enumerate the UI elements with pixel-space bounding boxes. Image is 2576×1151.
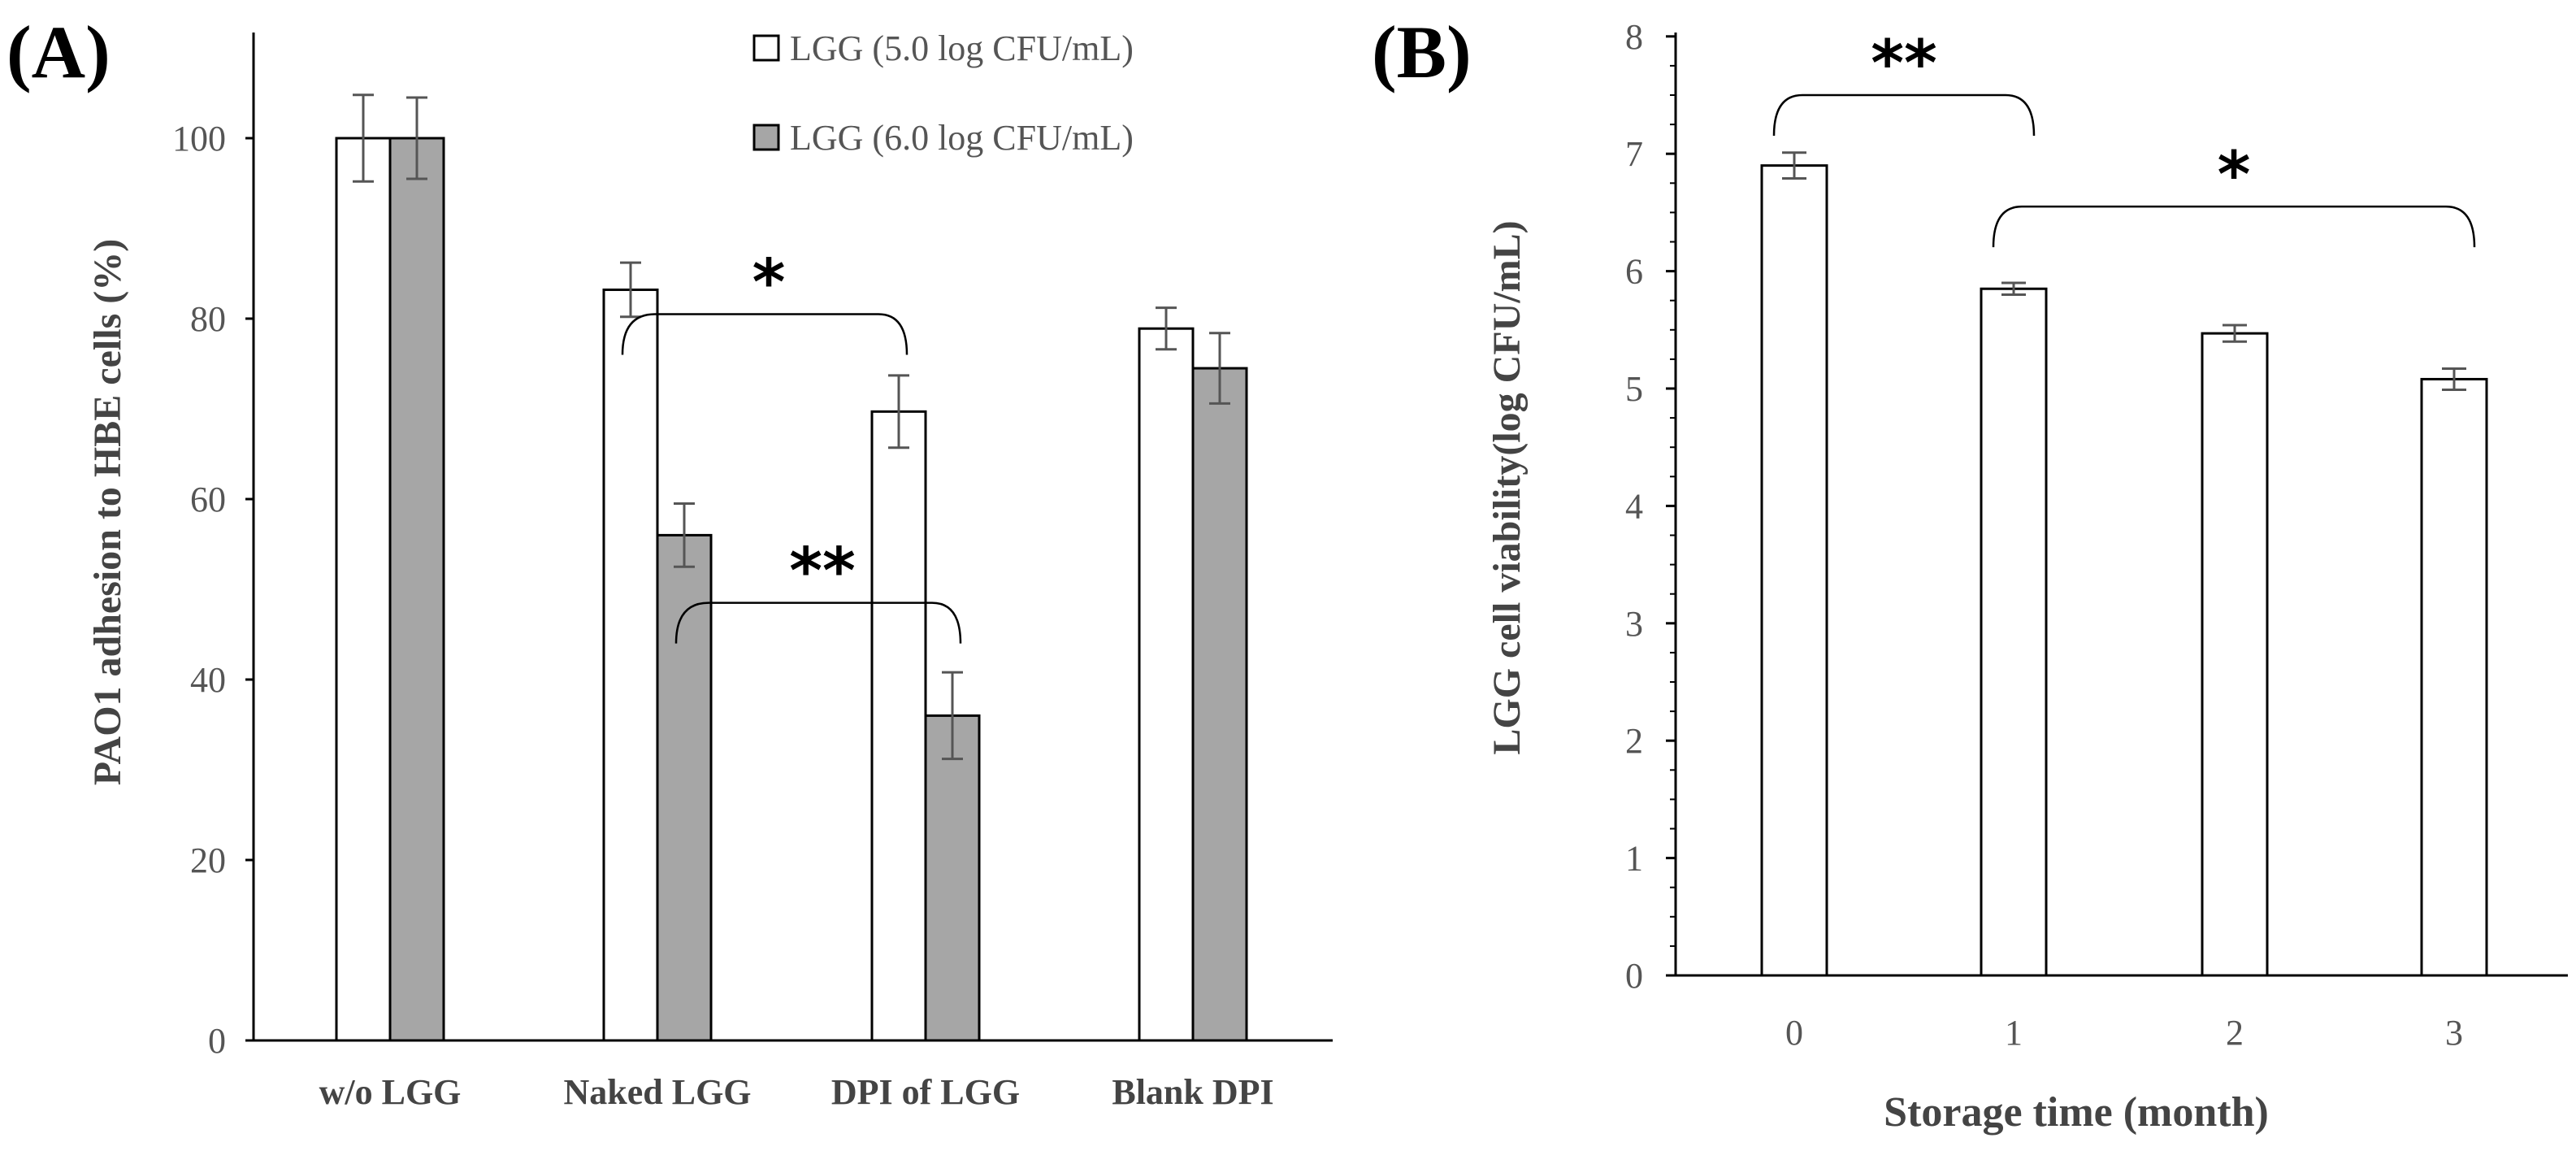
error-bar-month-1 xyxy=(2001,281,2026,296)
error-bar-5log-0 xyxy=(353,93,374,183)
error-bar-5log-1 xyxy=(620,261,641,319)
significance-bracket xyxy=(621,313,909,355)
category-label: w/o LGG xyxy=(319,1072,462,1112)
y-tick-label: 6 xyxy=(1625,252,1643,292)
y-tick-label: 0 xyxy=(208,1021,226,1061)
panel-a-chart: (A) PAO1 adhesion to HBE cells (%) 0 20 40… xyxy=(7,11,1333,1112)
error-bar-6log-3 xyxy=(1209,332,1230,405)
panel-a-significance: *** xyxy=(621,246,962,644)
bar-month-2 xyxy=(2201,332,2269,977)
panel-b-y-axis-label: LGG cell viability(log CFU/mL) xyxy=(1485,220,1529,754)
legend-label-6log: LGG (6.0 log CFU/mL) xyxy=(790,118,1134,158)
category-label: Blank DPI xyxy=(1112,1072,1273,1112)
panel-b-y-ticks: 0 1 2 3 4 5 6 7 8 xyxy=(1625,17,1676,996)
category-label: 3 xyxy=(2445,1013,2463,1053)
bar-5log-1 xyxy=(602,288,659,1042)
panel-b-category-labels: 0 1 2 3 xyxy=(1785,1013,2463,1053)
significance-bracket xyxy=(1772,93,2036,137)
bar-5log-3 xyxy=(1138,327,1195,1042)
significance-marker: * xyxy=(2218,139,2251,212)
y-tick-label: 8 xyxy=(1625,17,1643,57)
category-label: Naked LGG xyxy=(563,1072,751,1112)
bar-6log-1 xyxy=(656,533,713,1042)
panel-b-chart: (B) LGG cell viability(log CFU/mL) 0 1 2 3 4… xyxy=(1372,11,2568,1136)
y-tick-label: 5 xyxy=(1625,369,1643,409)
y-tick-label: 1 xyxy=(1625,839,1643,879)
error-bar-month-3 xyxy=(2442,367,2466,391)
panel-a-y-ticks: 0 20 40 60 80 100 xyxy=(172,119,254,1061)
y-tick-label: 4 xyxy=(1625,486,1643,526)
significance-marker: ** xyxy=(789,536,856,609)
error-bar-6log-2 xyxy=(942,671,963,761)
panel-a-error-bars xyxy=(353,93,1230,761)
bar-6log-3 xyxy=(1191,367,1248,1042)
bar-month-3 xyxy=(2420,377,2488,977)
error-bar-month-0 xyxy=(1782,151,1806,180)
bar-5log-0 xyxy=(335,137,392,1042)
y-tick-label: 7 xyxy=(1625,134,1643,174)
y-tick-label: 3 xyxy=(1625,604,1643,644)
panel-b-label: (B) xyxy=(1372,11,1472,93)
y-tick-label: 80 xyxy=(190,299,226,339)
significance-bracket xyxy=(1992,205,2476,248)
panel-a-category-labels: w/o LGG Naked LGG DPI of LGG Blank DPI xyxy=(319,1072,1274,1112)
error-bar-5log-3 xyxy=(1156,306,1177,351)
legend-swatch-5log xyxy=(752,34,780,62)
category-label: DPI of LGG xyxy=(831,1072,1020,1112)
bar-5log-2 xyxy=(870,410,927,1042)
category-label: 2 xyxy=(2226,1013,2244,1053)
error-bar-month-2 xyxy=(2223,324,2247,343)
error-bar-6log-1 xyxy=(674,502,695,568)
bar-month-1 xyxy=(1980,287,2048,977)
panel-a-label: (A) xyxy=(7,11,111,93)
panel-b-significance: *** xyxy=(1772,28,2476,248)
significance-marker: ** xyxy=(1871,28,1937,101)
panel-a-legend: LGG (5.0 log CFU/mL) LGG (6.0 log CFU/mL… xyxy=(752,28,1134,158)
bar-6log-0 xyxy=(388,137,445,1042)
bar-6log-2 xyxy=(924,714,981,1042)
y-tick-label: 2 xyxy=(1625,721,1643,761)
bar-month-0 xyxy=(1760,164,1828,977)
y-tick-label: 20 xyxy=(190,840,226,880)
significance-marker: * xyxy=(752,246,786,319)
panel-b-bars xyxy=(1760,164,2488,977)
legend-swatch-6log xyxy=(752,124,780,151)
panel-a-bars xyxy=(335,137,1248,1042)
y-tick-label: 100 xyxy=(172,119,226,159)
panel-a-y-axis-label: PAO1 adhesion to HBE cells (%) xyxy=(86,239,129,785)
legend-label-5log: LGG (5.0 log CFU/mL) xyxy=(790,28,1134,68)
error-bar-6log-0 xyxy=(406,96,427,180)
significance-bracket xyxy=(674,602,962,644)
category-label: 0 xyxy=(1785,1013,1803,1053)
category-label: 1 xyxy=(2005,1013,2023,1053)
panel-b-error-bars xyxy=(1782,151,2466,391)
y-tick-label: 0 xyxy=(1625,956,1643,996)
y-tick-label: 60 xyxy=(190,480,226,519)
panel-b-x-axis-label: Storage time (month) xyxy=(1884,1089,2269,1136)
error-bar-5log-2 xyxy=(888,374,909,450)
y-tick-label: 40 xyxy=(190,660,226,700)
